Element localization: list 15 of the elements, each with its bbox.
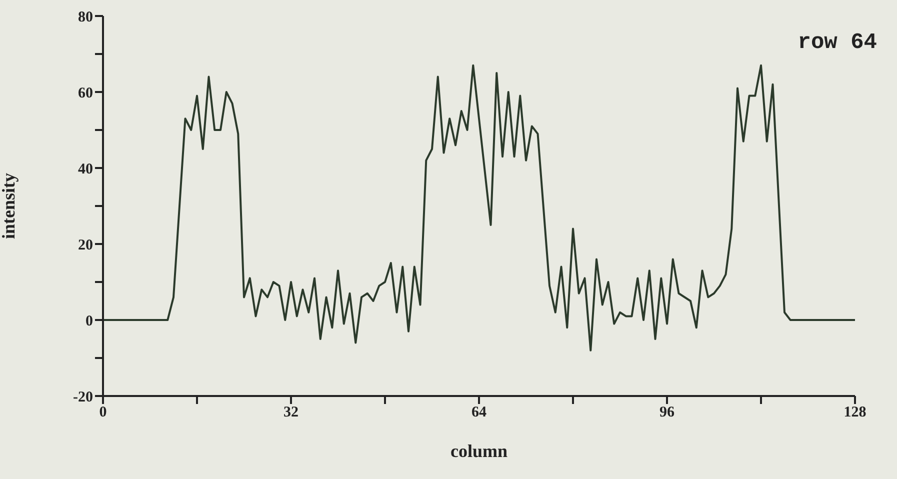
x-tick-label: 32 (284, 404, 298, 421)
y-tick-label: -20 (73, 389, 93, 406)
x-tick-label: 96 (660, 404, 675, 421)
y-tick-label: 60 (78, 85, 93, 102)
x-tick-label: 0 (99, 404, 107, 421)
x-axis-title: column (450, 441, 508, 461)
y-tick-label: 80 (78, 9, 93, 26)
y-tick-label: 20 (78, 237, 93, 254)
x-tick-label: 128 (844, 404, 866, 421)
y-tick-label: 40 (78, 161, 93, 178)
x-tick-label: 64 (472, 404, 487, 421)
annotation: row 64 (798, 30, 877, 55)
y-axis-title: intensity (0, 172, 18, 240)
line-series (103, 64, 855, 352)
y-tick-label: 0 (86, 313, 93, 330)
